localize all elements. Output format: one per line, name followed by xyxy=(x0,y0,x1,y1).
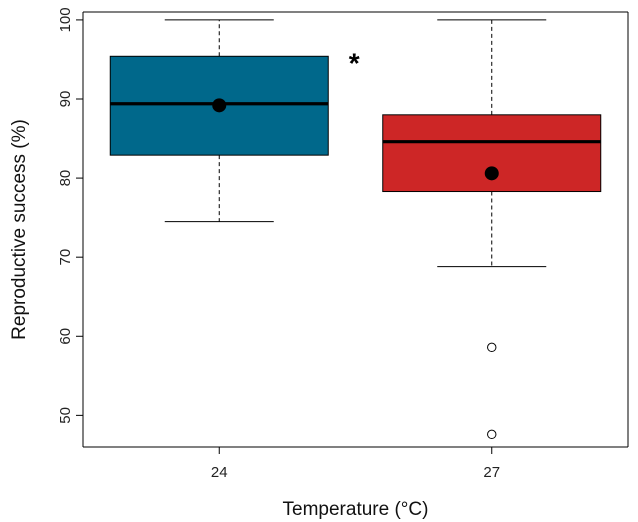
y-tick-label: 80 xyxy=(57,170,74,187)
outlier-point xyxy=(487,342,497,353)
mean-point xyxy=(484,166,499,181)
y-axis-title: Reproductive success (%) xyxy=(9,119,30,340)
y-tick-label: 60 xyxy=(57,328,74,345)
box-group-24: * xyxy=(109,19,360,223)
x-axis-title: Temperature (°C) xyxy=(283,499,429,520)
y-axis-ticks: 50 60 70 80 90 100 xyxy=(57,7,83,424)
box-groups: * xyxy=(109,19,602,440)
significance-marker: * xyxy=(349,47,360,78)
x-axis-ticks: 24 27 xyxy=(211,447,500,481)
mean-point xyxy=(212,98,227,113)
outlier-point xyxy=(487,429,497,440)
y-tick-label: 70 xyxy=(57,249,74,266)
y-tick-label: 100 xyxy=(57,7,74,32)
x-tick-label: 27 xyxy=(483,464,500,481)
x-tick-label: 24 xyxy=(211,464,228,481)
y-tick-label: 90 xyxy=(57,91,74,108)
box-group-27 xyxy=(382,19,602,440)
y-tick-label: 50 xyxy=(57,407,74,424)
